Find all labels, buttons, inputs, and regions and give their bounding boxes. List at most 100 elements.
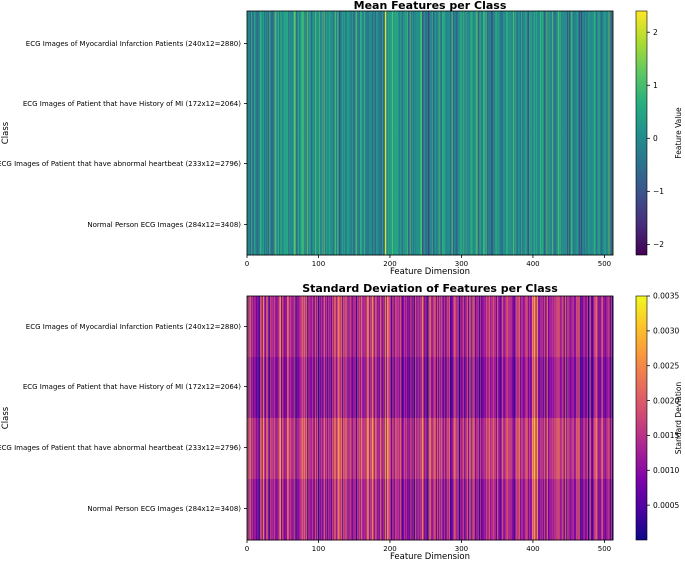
heatmap-cell xyxy=(576,479,578,541)
heatmap-cell xyxy=(557,479,560,541)
heatmap-cell xyxy=(261,418,263,480)
heatmap-cell xyxy=(510,418,512,480)
heatmap-cell xyxy=(247,72,249,134)
heatmap-cell xyxy=(600,11,602,73)
heatmap-cell xyxy=(577,418,579,480)
x-tick-label: 400 xyxy=(526,260,539,268)
heatmap-cell xyxy=(289,133,291,195)
heatmap-cell xyxy=(412,72,414,134)
heatmap-cell xyxy=(600,479,602,541)
heatmap-cell xyxy=(515,418,517,480)
heatmap-cell xyxy=(302,133,304,195)
heatmap-cell xyxy=(457,296,459,358)
heatmap-cell xyxy=(374,72,377,134)
heatmap-cell xyxy=(581,72,583,134)
heatmap-cell xyxy=(522,296,524,358)
heatmap-cell xyxy=(419,479,421,541)
heatmap-cell xyxy=(452,72,454,134)
heatmap-cell xyxy=(379,11,382,73)
heatmap-cell xyxy=(358,357,360,419)
heatmap-cell xyxy=(399,194,402,256)
heatmap-cell xyxy=(382,72,384,134)
heatmap-cell xyxy=(332,72,334,134)
heatmap-cell xyxy=(389,296,391,358)
heatmap-cell xyxy=(441,72,443,134)
heatmap-cell xyxy=(263,479,265,541)
heatmap-cell xyxy=(520,357,522,419)
heatmap-cell xyxy=(460,479,462,541)
colorbar-tick-label: 1 xyxy=(653,81,658,90)
heatmap-cell xyxy=(574,194,576,256)
heatmap-cell xyxy=(584,194,586,256)
heatmap-cell xyxy=(324,357,326,419)
heatmap-cell xyxy=(393,11,395,73)
heatmap-cell xyxy=(417,194,419,256)
heatmap-cell xyxy=(262,72,264,134)
heatmap-cell xyxy=(364,296,366,358)
heatmap-cell xyxy=(329,194,331,256)
heatmap-cell xyxy=(366,418,368,480)
heatmap-cell xyxy=(432,296,434,358)
heatmap-cell xyxy=(505,357,507,419)
heatmap-cell xyxy=(424,357,426,419)
heatmap-cell xyxy=(274,296,276,358)
heatmap-cell xyxy=(394,296,396,358)
heatmap-cell xyxy=(549,357,551,419)
heatmap-cell xyxy=(445,418,447,480)
heatmap-cell xyxy=(590,194,592,256)
heatmap-cell xyxy=(296,479,298,541)
heatmap-cell xyxy=(542,418,544,480)
heatmap-cell xyxy=(291,418,293,480)
heatmap-cell xyxy=(283,418,285,480)
heatmap-cell xyxy=(537,11,539,73)
heatmap-cell xyxy=(347,133,349,195)
heatmap-cell xyxy=(600,357,602,419)
heatmap-cell xyxy=(439,418,441,480)
heatmap-cell xyxy=(566,296,568,358)
heatmap-cell xyxy=(561,357,563,419)
heatmap-cell xyxy=(264,296,266,358)
heatmap-cell xyxy=(359,133,362,195)
heatmap-cell xyxy=(476,418,478,480)
heatmap-cell xyxy=(564,194,566,256)
heatmap-cell xyxy=(252,418,254,480)
heatmap-cell xyxy=(511,479,513,541)
heatmap-cell xyxy=(360,194,362,256)
heatmap-cell xyxy=(315,194,317,256)
heatmap-cell xyxy=(354,418,356,480)
heatmap-cell xyxy=(254,296,256,358)
heatmap-cell xyxy=(261,133,263,195)
heatmap-cell xyxy=(392,296,394,358)
heatmap-cell xyxy=(436,194,438,256)
heatmap-cell xyxy=(528,296,530,358)
heatmap-cell xyxy=(372,133,374,195)
heatmap-cell xyxy=(427,479,429,541)
heatmap-cell xyxy=(262,296,264,358)
heatmap-cell xyxy=(312,418,314,480)
heatmap-cell xyxy=(347,72,349,134)
heatmap-cell xyxy=(570,357,572,419)
heatmap-cell xyxy=(598,72,600,134)
heatmap-cell xyxy=(491,479,493,541)
heatmap-cell xyxy=(374,133,376,195)
heatmap-cell xyxy=(334,418,336,480)
heatmap-cell xyxy=(503,194,505,256)
heatmap-cell xyxy=(247,133,249,195)
heatmap-cell xyxy=(501,133,503,195)
heatmap-cell xyxy=(587,296,590,358)
x-ticks: 0 100 200 300 400 500 xyxy=(245,255,611,268)
heatmap-cell xyxy=(392,479,394,541)
heatmap-cell xyxy=(517,72,519,134)
heatmap-cell xyxy=(304,418,306,480)
heatmap-cell xyxy=(560,194,562,256)
heatmap-cell xyxy=(462,418,464,480)
heatmap-cell xyxy=(408,11,410,73)
heatmap-cell xyxy=(447,418,449,480)
heatmap-cell xyxy=(494,296,496,358)
heatmap-cell xyxy=(276,72,278,134)
heatmap-cell xyxy=(431,418,433,480)
heatmap-cell xyxy=(340,296,342,358)
heatmap-cell xyxy=(535,418,537,480)
heatmap-cell xyxy=(393,72,395,134)
heatmap-cell xyxy=(303,357,305,419)
